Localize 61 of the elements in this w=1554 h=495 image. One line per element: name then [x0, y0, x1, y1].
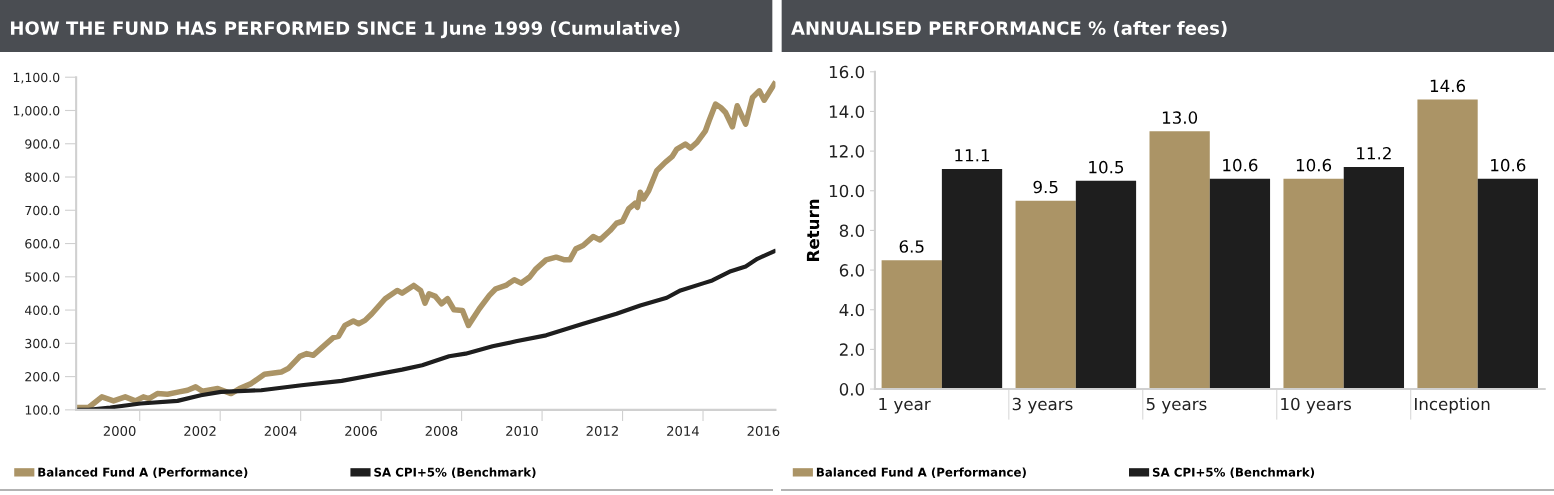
x-tick-label: 3 years [1012, 397, 1073, 414]
x-tick-label: 2010 [506, 426, 538, 437]
x-tick-label: 2014 [667, 426, 699, 437]
y-tick-label: 14.0 [829, 105, 865, 119]
data-label: 10.6 [1223, 158, 1258, 172]
y-tick-label: 2.0 [839, 343, 865, 356]
bar [1477, 178, 1538, 390]
y-tick-label: 800.0 [25, 172, 60, 182]
y-tick-label: 4.0 [839, 303, 865, 317]
legend-label: Balanced Fund A (Performance) [816, 467, 1026, 479]
y-tick-label: 700.0 [25, 205, 60, 216]
x-tick-label: 10 years [1281, 397, 1351, 414]
y-tick-label: 12.0 [829, 145, 865, 158]
data-label: 11.2 [1357, 146, 1391, 160]
y-tick-label: 900.0 [25, 139, 60, 149]
x-tick-label: 2000 [103, 426, 136, 437]
y-tick-label: 1,100.0 [13, 72, 60, 84]
y-axis-title: Return [806, 199, 820, 261]
y-tick-label: 10.0 [829, 184, 865, 198]
y-tick-label: 100.0 [25, 405, 60, 415]
y-tick-label: 6.0 [839, 264, 865, 277]
y-tick-label: 0.0 [839, 383, 865, 396]
x-tick-label: 2008 [425, 426, 458, 437]
data-label: 13.0 [1162, 111, 1198, 124]
data-label: 10.5 [1089, 160, 1124, 174]
legend-label: Balanced Fund A (Performance) [38, 467, 248, 479]
legend-label: SA CPI+5% (Benchmark) [374, 467, 536, 479]
bar [1417, 99, 1478, 390]
data-label: 11.1 [955, 149, 990, 162]
data-label: 14.6 [1430, 79, 1466, 93]
bar [1075, 180, 1137, 390]
x-tick-label: 2006 [345, 426, 377, 437]
legend-label: SA CPI+5% (Benchmark) [1152, 467, 1315, 479]
y-tick-label: 16.0 [829, 65, 865, 79]
chart-title: ANNUALISED PERFORMANCE % (after fees) [791, 20, 1227, 38]
x-tick-label: 2012 [586, 426, 618, 437]
bar [1149, 131, 1210, 390]
bar [1283, 178, 1344, 390]
y-tick-label: 300.0 [25, 338, 60, 349]
data-label: 10.6 [1296, 158, 1332, 172]
y-tick-label: 600.0 [25, 239, 60, 249]
x-tick-label: Inception [1415, 397, 1490, 414]
data-label: 6.5 [899, 240, 924, 253]
x-tick-label: 2004 [264, 426, 297, 437]
x-tick-label: 2002 [184, 426, 216, 437]
x-tick-label: 2016 [747, 426, 780, 437]
y-tick-label: 8.0 [839, 224, 865, 237]
bar [941, 168, 1003, 390]
y-tick-label: 1,000.0 [13, 105, 60, 117]
chart-title: HOW THE FUND HAS PERFORMED SINCE 1 June 1999 (Cumulative) [10, 20, 680, 39]
data-label: 9.5 [1033, 180, 1058, 194]
data-label: 10.6 [1491, 158, 1526, 172]
bar [1343, 166, 1405, 390]
y-tick-label: 400.0 [25, 305, 60, 315]
bar [1209, 178, 1271, 390]
y-tick-label: 200.0 [25, 372, 60, 382]
x-tick-label: 5 years [1146, 397, 1207, 414]
bar [1015, 200, 1076, 390]
bar [881, 260, 942, 390]
y-tick-label: 500.0 [25, 272, 60, 282]
x-tick-label: 1 year [879, 397, 931, 414]
